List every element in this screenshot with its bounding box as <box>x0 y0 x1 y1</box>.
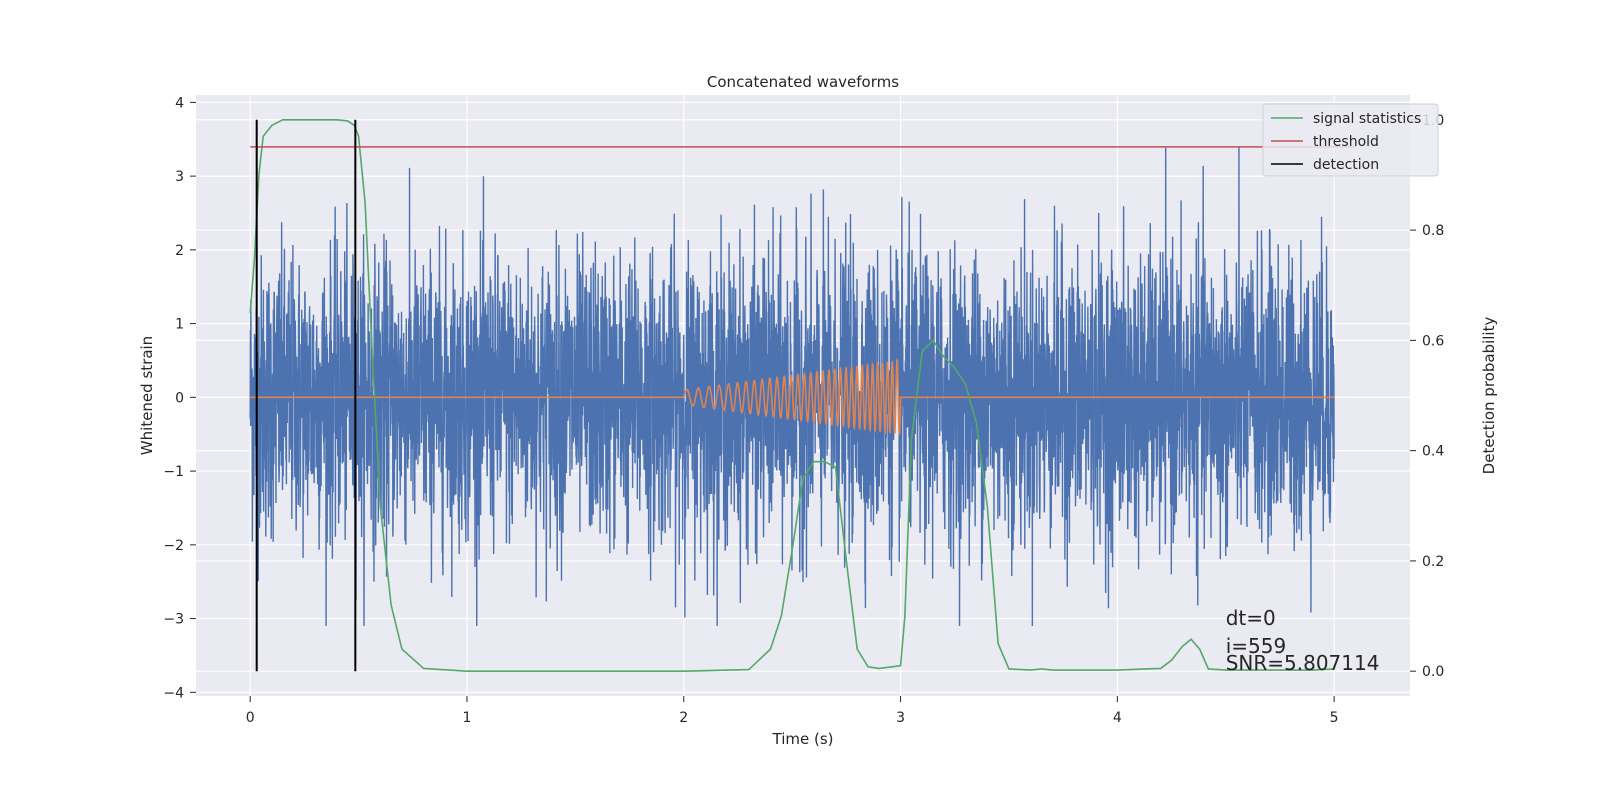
y-left-tick-label-2: −2 <box>163 538 184 554</box>
x-axis-label: Time (s) <box>772 730 834 748</box>
y-left-tick-label-0: −4 <box>163 685 184 701</box>
y-left-tick-label-8: 4 <box>175 95 184 111</box>
y-axis-left-label: Whitened strain <box>138 336 156 455</box>
y-left-tick-label-5: 1 <box>175 317 184 333</box>
y-right-tick-label-2: 0.4 <box>1422 444 1444 460</box>
legend-box <box>1262 103 1439 177</box>
annotation-dt: dt=0 <box>1226 606 1276 630</box>
legend-label-detection: detection <box>1313 157 1379 173</box>
legend-label-threshold: threshold <box>1313 134 1379 150</box>
annotation-index: i=559 <box>1226 634 1287 658</box>
chirp-layer <box>250 358 1335 436</box>
x-tick-label-3: 3 <box>896 710 905 726</box>
y-right-tick-label-4: 0.8 <box>1422 223 1444 239</box>
y-axis-right-label: Detection probability <box>1480 317 1498 475</box>
y-right-tick-label-3: 0.6 <box>1422 333 1444 349</box>
y-left-tick-label-4: 0 <box>175 390 184 406</box>
legend: signal statistics threshold detection <box>1262 103 1439 177</box>
x-tick-label-0: 0 <box>246 710 255 726</box>
x-tick-label-5: 5 <box>1330 710 1339 726</box>
annotation-snr: SNR=5.807114 <box>1226 651 1380 675</box>
legend-label-signal-statistics: signal statistics <box>1313 111 1421 127</box>
series-layer <box>249 119 1356 672</box>
y-right-tick-label-1: 0.2 <box>1422 554 1444 570</box>
y-left-tick-label-6: 2 <box>175 243 184 259</box>
chirp-waveform-line <box>250 358 1335 436</box>
y-left-tick-label-3: −1 <box>163 464 184 480</box>
y-left-tick-label-7: 3 <box>175 169 184 185</box>
x-tick-label-2: 2 <box>679 710 688 726</box>
signal-statistics-line <box>249 119 1335 672</box>
x-tick-label-1: 1 <box>463 710 472 726</box>
x-tick-label-4: 4 <box>1113 710 1122 726</box>
annotation-block: dt=0 i=559 SNR=5.807114 <box>1226 606 1380 675</box>
chart-title: Concatenated waveforms <box>707 73 899 91</box>
y-right-tick-label-0: 0.0 <box>1422 664 1444 680</box>
y-left-tick-label-1: −3 <box>163 612 184 628</box>
